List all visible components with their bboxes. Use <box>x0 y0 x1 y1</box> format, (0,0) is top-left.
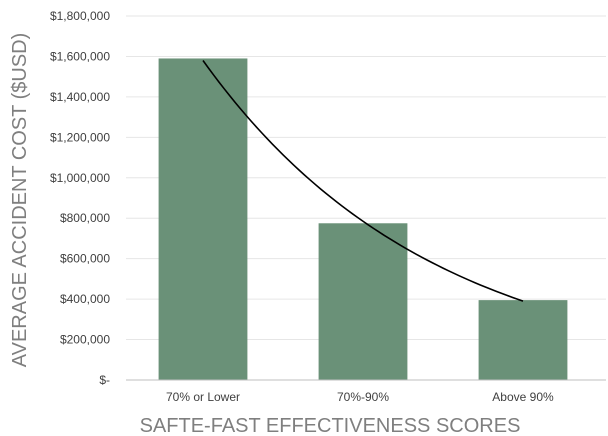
x-tick-label: 70%-90% <box>337 390 389 404</box>
y-tick-label: $1,600,000 <box>50 49 110 63</box>
y-tick-label: $1,000,000 <box>50 171 110 185</box>
y-tick-label: $400,000 <box>60 292 110 306</box>
bar <box>158 58 248 380</box>
x-tick-label: 70% or Lower <box>166 390 240 404</box>
y-tick-labels: $- $200,000 $400,000 $600,000 $800,000 $1,000… <box>50 9 110 387</box>
y-tick-label: $200,000 <box>60 333 110 347</box>
y-tick-label: $1,200,000 <box>50 130 110 144</box>
y-axis-title: AVERAGE ACCIDENT COST ($USD) <box>9 33 31 368</box>
y-tick-label: $1,400,000 <box>50 90 110 104</box>
y-tick-label: $800,000 <box>60 211 110 225</box>
trendline-layer <box>202 60 524 302</box>
y-tick-label: $1,800,000 <box>50 9 110 23</box>
bar <box>478 300 568 380</box>
bar <box>318 223 408 380</box>
trendline <box>202 60 524 302</box>
x-axis-title: SAFTE-FAST EFFECTIVENESS SCORES <box>140 415 521 436</box>
x-tick-labels: 70% or Lower 70%-90% Above 90% <box>166 390 554 404</box>
bars <box>158 58 568 380</box>
y-tick-label: $- <box>99 373 110 387</box>
y-tick-label: $600,000 <box>60 252 110 266</box>
x-tick-label: Above 90% <box>492 390 554 404</box>
